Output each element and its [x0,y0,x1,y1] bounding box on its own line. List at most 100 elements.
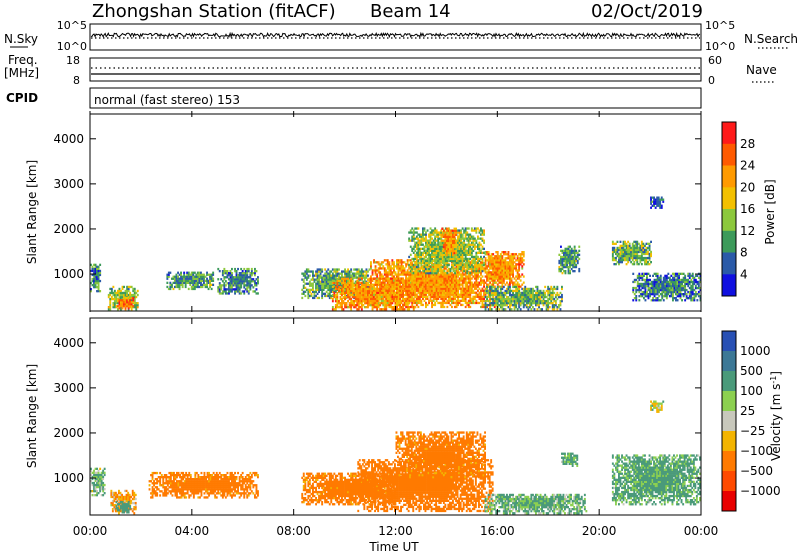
heatmap-cell [440,229,443,232]
heatmap-cell [507,297,510,301]
heatmap-cell [223,267,226,271]
heatmap-cell [411,261,414,264]
heatmap-cell [321,268,324,271]
heatmap-cell [446,265,449,269]
heatmap-cell [425,239,427,242]
heatmap-cell [228,272,230,275]
heatmap-cell [96,281,98,285]
heatmap-cell [394,281,397,284]
heatmap-cell [504,273,507,276]
heatmap-cell [393,269,395,272]
heatmap-cell [307,294,310,298]
heatmap-cell [342,300,345,303]
heatmap-cell [528,306,531,309]
heatmap-cell [187,287,190,291]
heatmap-cell [388,267,391,270]
heatmap-cell [472,285,475,288]
heatmap-cell [449,303,452,307]
heatmap-cell [440,261,443,264]
heatmap-cell [484,308,487,311]
heatmap-cell [226,288,229,291]
heatmap-cell [420,241,423,244]
heatmap-cell [522,255,525,258]
heatmap-cell [354,295,357,299]
heatmap-cell [443,285,446,288]
heatmap-cell [220,286,223,289]
heatmap-cell [93,281,95,285]
heatmap-cell [336,295,339,299]
heatmap-cell [428,249,430,252]
heatmap-cell [429,227,432,230]
heatmap-cell [374,273,377,276]
heatmap-cell [478,251,481,254]
heatmap-cell [458,259,461,263]
heatmap-cell [365,281,368,284]
heatmap-cell [348,279,351,282]
heatmap-cell [246,278,249,281]
heatmap-cell [417,247,420,250]
heatmap-cell [428,235,430,238]
heatmap-cell [536,302,539,305]
heatmap-cell [498,300,501,303]
heatmap-cell [441,305,444,309]
heatmap-cell [336,281,339,284]
heatmap-cell [325,280,328,283]
heatmap-cell [325,284,328,287]
heatmap-cell [389,297,392,300]
heatmap-cell [353,268,356,271]
heatmap-cell [247,292,250,295]
heatmap-cell [180,273,182,276]
heatmap-cell [399,291,401,294]
heatmap-cell [423,229,426,232]
heatmap-cell [441,275,444,278]
heatmap-cell [359,295,362,299]
heatmap-cell [234,278,236,281]
heatmap-cell [226,270,229,273]
heatmap-cell [249,284,252,287]
heatmap-cell [385,295,388,298]
heatmap-cell [120,293,122,297]
heatmap-cell [96,267,98,270]
heatmap-cell [450,235,453,238]
heatmap-cell [457,281,459,284]
heatmap-cell [357,304,360,307]
heatmap-cell [475,261,478,264]
heatmap-cell [339,276,342,279]
heatmap-cell [394,277,397,280]
heatmap-cell [425,270,427,273]
heatmap-cell [564,247,567,250]
heatmap-cell [492,273,495,276]
heatmap-cell [318,278,320,281]
heatmap-cell [481,263,484,267]
heatmap-cell [393,263,395,266]
heatmap-cell [417,237,420,240]
heatmap-cell [348,295,351,299]
heatmap-cell [472,245,475,248]
heatmap-cell [126,287,129,291]
heatmap-cell [558,265,561,269]
heatmap-cell [353,283,356,286]
heatmap-cell [469,277,472,280]
heatmap-cell [509,308,511,311]
heatmap-cell [422,297,424,300]
heatmap-cell [457,291,459,294]
heatmap-cell [440,231,443,234]
heatmap-cell [389,287,392,290]
heatmap-cell [469,305,472,309]
heatmap-cell [457,237,459,240]
heatmap-cell [415,271,418,274]
heatmap-cell [408,291,411,294]
heatmap-cell [368,283,371,286]
heatmap-cell [305,278,308,281]
heatmap-cell [455,257,458,261]
heatmap-cell [566,261,568,265]
heatmap-cell [510,271,513,274]
heatmap-cell [458,267,461,271]
heatmap-cell [389,283,392,286]
heatmap-cell [519,257,522,260]
heatmap-cell [495,257,498,260]
heatmap-cell [411,235,414,238]
heatmap-cell [502,265,505,268]
heatmap-cell [130,301,133,304]
heatmap-cell [480,267,482,271]
